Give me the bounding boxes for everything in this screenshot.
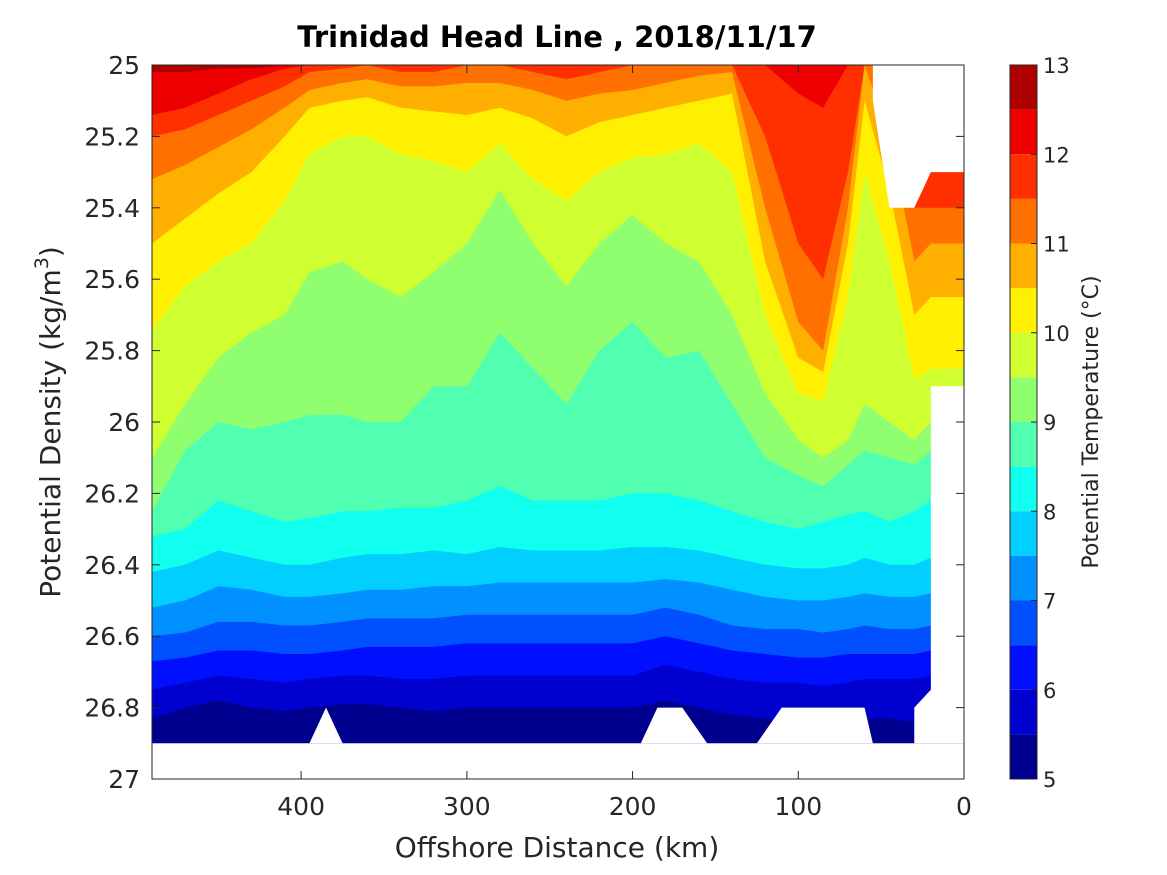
colorbar-swatch <box>1010 645 1037 690</box>
colorbar-swatch <box>1010 600 1037 646</box>
colorbar-swatch <box>1010 377 1037 422</box>
y-tick-label: 26.6 <box>84 622 140 651</box>
y-axis-label-main: Potential Density (kg/m <box>34 269 67 598</box>
colorbar-swatch <box>1010 466 1037 512</box>
colorbar-tick-label: 9 <box>1043 411 1056 435</box>
colorbar-swatch <box>1010 198 1037 244</box>
colorbar-tick-label: 11 <box>1043 233 1070 257</box>
y-axis-label: Potential Density (kg/m3) <box>31 246 67 598</box>
colorbar-swatch <box>1010 332 1037 378</box>
y-tick-label: 25.2 <box>84 122 140 151</box>
colorbar: 5 6 7 8 9 10 11 12 13 <box>1009 54 1070 792</box>
colorbar-tick-label: 7 <box>1043 590 1056 614</box>
no-data-below <box>152 743 964 779</box>
colorbar-swatch <box>1010 109 1037 155</box>
colorbar-swatch <box>1010 511 1037 556</box>
y-tick-label: 26 <box>108 408 140 437</box>
missing-data-regions <box>152 65 964 779</box>
y-axis-label-sup: 3 <box>31 257 53 269</box>
missing-notch-1 <box>640 707 708 744</box>
x-axis-label: Offshore Distance (km) <box>395 831 720 864</box>
no-data-right-edge <box>914 386 964 744</box>
y-tick-label: 26.2 <box>84 479 140 508</box>
colorbar-tick-label: 6 <box>1043 679 1056 703</box>
x-tick-label: 100 <box>774 792 822 821</box>
contour-band-5.5 <box>152 700 964 744</box>
colorbar-tick-label: 13 <box>1043 54 1070 78</box>
colorbar-swatch <box>1010 689 1037 735</box>
x-axis-ticks: 400 300 200 100 0 <box>277 65 972 821</box>
y-tick-label: 25.6 <box>84 265 140 294</box>
missing-notch-2 <box>756 707 873 744</box>
colorbar-swatch <box>1010 734 1037 779</box>
missing-notch-0 <box>309 707 343 744</box>
colorbar-swatch <box>1010 422 1037 467</box>
colorbar-tick-label: 10 <box>1043 322 1070 346</box>
no-data-top-right <box>872 65 964 208</box>
y-tick-label: 25 <box>108 51 140 80</box>
x-tick-label: 0 <box>956 792 972 821</box>
colorbar-swatch <box>1010 243 1037 289</box>
y-tick-label: 27 <box>108 765 140 794</box>
y-axis-label-end: ) <box>34 246 67 257</box>
y-tick-label: 25.8 <box>84 337 140 366</box>
colorbar-swatch <box>1010 65 1037 110</box>
colorbar-swatch <box>1010 288 1037 333</box>
colorbar-tick-label: 5 <box>1043 768 1056 792</box>
chart-title: Trinidad Head Line , 2018/11/17 <box>297 20 817 54</box>
colorbar-swatch <box>1010 555 1037 601</box>
colorbar-tick-label: 8 <box>1043 500 1056 524</box>
colorbar-swatch <box>1010 154 1037 199</box>
y-tick-label: 26.4 <box>84 551 140 580</box>
colorbar-label: Potential Temperature (°C) <box>1079 275 1104 568</box>
contour-bands <box>152 65 964 744</box>
y-tick-label: 26.8 <box>84 694 140 723</box>
colorbar-tick-label: 12 <box>1043 143 1070 167</box>
x-tick-label: 200 <box>609 792 657 821</box>
x-tick-label: 300 <box>443 792 491 821</box>
x-tick-label: 400 <box>277 792 325 821</box>
y-axis-ticks: 25 25.2 25.4 25.6 25.8 26 26.2 26.4 26.6 26.8 27 <box>84 51 964 794</box>
y-tick-label: 25.4 <box>84 194 140 223</box>
